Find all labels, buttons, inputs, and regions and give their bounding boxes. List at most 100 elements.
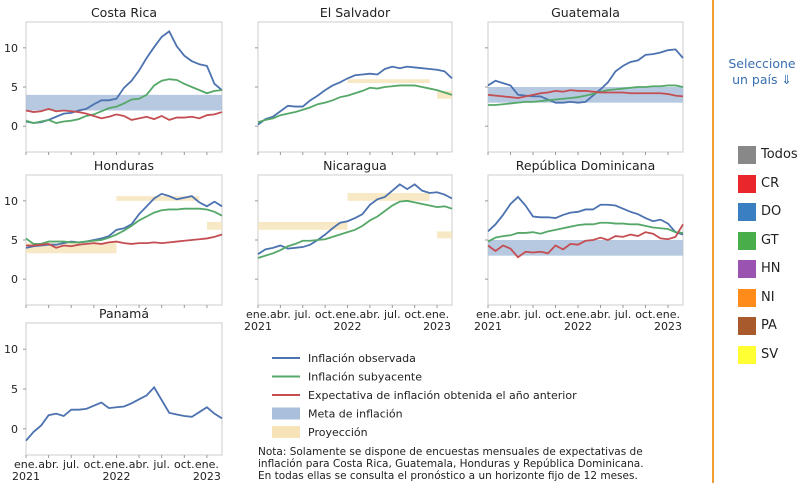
projection-band bbox=[116, 196, 200, 201]
x-tick-label: abr. bbox=[590, 308, 611, 321]
note-line: Nota: Solamente se dispone de encuestas … bbox=[258, 446, 643, 458]
series-line bbox=[25, 192, 223, 249]
y-tick-label: 10 bbox=[4, 343, 18, 356]
option-label: CR bbox=[761, 175, 780, 191]
panel-frame bbox=[25, 322, 223, 456]
x-tick-label: ene. 2023 bbox=[423, 308, 451, 333]
chart: Costa Rica 0 5 10 El Salvador Guatemala Hondur… bbox=[4, 5, 684, 483]
option-label: NI bbox=[761, 289, 775, 305]
country-option[interactable]: GT bbox=[738, 231, 779, 250]
country-option[interactable]: Todos bbox=[738, 146, 798, 164]
panel-title: El Salvador bbox=[320, 5, 391, 20]
country-option[interactable]: CR bbox=[738, 174, 780, 193]
x-tick-label: jul. bbox=[614, 308, 632, 321]
projection-band bbox=[258, 221, 348, 230]
target-band bbox=[488, 240, 683, 256]
projection-band bbox=[347, 79, 430, 84]
country-option[interactable]: PA bbox=[738, 317, 777, 335]
x-tick-label: jul. bbox=[293, 308, 311, 321]
series-line bbox=[488, 84, 684, 106]
series-line bbox=[25, 30, 223, 124]
x-tick-label: ene. 2022 bbox=[334, 308, 362, 333]
country-option[interactable]: DO bbox=[738, 203, 781, 221]
x-tick-label: abr. bbox=[270, 308, 291, 321]
x-tick-label: oct. bbox=[545, 308, 566, 321]
series-line bbox=[25, 78, 223, 124]
series-line bbox=[25, 207, 223, 245]
country-option[interactable]: HN bbox=[738, 260, 781, 278]
projection-band bbox=[206, 221, 222, 230]
y-tick-label: 10 bbox=[4, 195, 18, 208]
x-tick-label: ene. 2021 bbox=[244, 308, 272, 333]
series-line bbox=[487, 223, 684, 259]
option-swatch bbox=[738, 260, 756, 278]
series-line bbox=[257, 84, 453, 124]
legend-swatch bbox=[272, 426, 300, 438]
x-tick-label: abr. bbox=[500, 308, 521, 321]
y-tick-label: 0 bbox=[11, 120, 18, 133]
series-line bbox=[487, 89, 684, 99]
option-swatch bbox=[738, 231, 756, 250]
series-line bbox=[25, 385, 223, 442]
country-selector: Seleccione un país ⇓ Todos CR DO GT HN NI PA SV bbox=[712, 0, 799, 483]
y-tick-label: 5 bbox=[11, 234, 18, 247]
y-tick-label: 10 bbox=[4, 42, 18, 55]
note-line: En todas ellas se consulta el pronóstico… bbox=[258, 470, 638, 482]
option-label: SV bbox=[761, 346, 779, 362]
option-label: Todos bbox=[761, 147, 798, 162]
option-swatch bbox=[738, 288, 756, 307]
option-swatch bbox=[738, 345, 756, 364]
x-tick-label: ene. 2022 bbox=[564, 308, 592, 333]
panel-title: Nicaragua bbox=[323, 158, 387, 173]
panel-title: Honduras bbox=[94, 158, 154, 173]
y-tick-label: 0 bbox=[11, 423, 18, 436]
x-tick-label: ene. 2023 bbox=[654, 308, 682, 333]
series-line bbox=[487, 48, 684, 104]
x-tick-label: ene. 2023 bbox=[193, 458, 221, 483]
series-line bbox=[25, 107, 223, 121]
y-tick-label: 0 bbox=[11, 273, 18, 286]
x-tick-label: abr. bbox=[360, 308, 381, 321]
x-tick-label: oct. bbox=[315, 308, 336, 321]
country-option[interactable]: NI bbox=[738, 288, 775, 307]
x-tick-label: oct. bbox=[635, 308, 656, 321]
legend-label: Proyección bbox=[308, 426, 368, 439]
y-tick-label: 5 bbox=[11, 81, 18, 94]
projection-band bbox=[26, 243, 117, 254]
series-line bbox=[257, 183, 453, 255]
panel-title: Guatemala bbox=[551, 5, 620, 20]
legend-label: Meta de inflación bbox=[308, 408, 403, 421]
projection-band bbox=[437, 231, 452, 239]
x-tick-label: ene. 2021 bbox=[474, 308, 502, 333]
x-tick-label: abr. bbox=[38, 458, 59, 471]
y-tick-label: 5 bbox=[11, 383, 18, 396]
series-line bbox=[257, 65, 453, 126]
legend-label: Expectativa de inflación obtenida el año… bbox=[308, 389, 577, 402]
x-tick-label: jul. bbox=[62, 458, 80, 471]
option-swatch bbox=[738, 203, 756, 221]
legend-swatch bbox=[272, 407, 300, 420]
projection-band bbox=[437, 90, 452, 99]
x-tick-label: oct. bbox=[174, 458, 195, 471]
option-swatch bbox=[738, 317, 756, 335]
country-option[interactable]: SV bbox=[738, 345, 779, 364]
panel-title: Panamá bbox=[99, 306, 149, 321]
series-line bbox=[257, 199, 453, 259]
x-tick-label: abr. bbox=[129, 458, 150, 471]
option-label: HN bbox=[761, 261, 781, 276]
legend-label: Inflación observada bbox=[308, 352, 416, 365]
option-label: GT bbox=[761, 232, 779, 248]
x-tick-label: ene. 2021 bbox=[12, 458, 40, 483]
panel-title: República Dominicana bbox=[516, 158, 656, 173]
x-tick-label: jul. bbox=[383, 308, 401, 321]
option-swatch bbox=[738, 174, 756, 193]
option-swatch bbox=[738, 146, 756, 164]
series-line bbox=[487, 221, 684, 243]
option-label: DO bbox=[761, 204, 782, 219]
x-tick-label: oct. bbox=[84, 458, 105, 471]
series-line bbox=[26, 233, 223, 249]
note-line: inflación para Costa Rica, Guatemala, Ho… bbox=[258, 458, 644, 470]
projection-band bbox=[347, 193, 430, 201]
x-tick-label: jul. bbox=[524, 308, 542, 321]
